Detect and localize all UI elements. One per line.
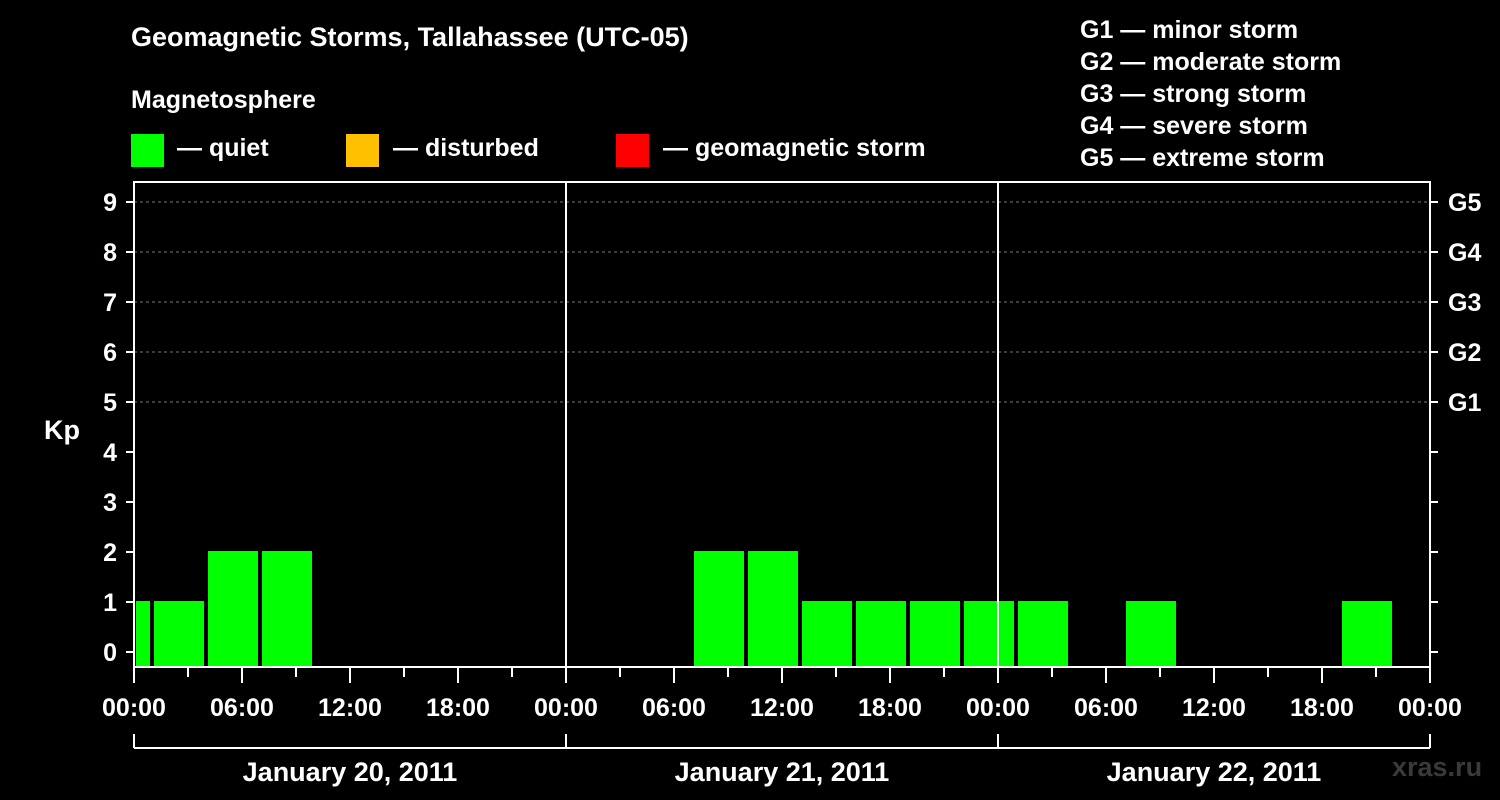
g-scale-item: G5 — extreme storm <box>1080 144 1325 172</box>
g-scale-legend: G1 — minor storm G2 — moderate storm G3 … <box>1080 14 1341 174</box>
x-tick-label: 00:00 <box>966 694 1030 722</box>
x-tick-label: 00:00 <box>1398 694 1462 722</box>
kp-bar <box>262 551 312 667</box>
legend-swatch-disturbed <box>346 134 379 167</box>
kp-bar <box>964 601 1014 667</box>
y-tick-label: 2 <box>103 539 117 567</box>
kp-bar <box>136 601 150 667</box>
y-tick-label: 9 <box>103 189 117 217</box>
g-level-label: G4 <box>1448 239 1481 267</box>
legend-heading: Magnetosphere <box>131 86 316 114</box>
kp-bar <box>802 601 852 667</box>
x-tick-label: 06:00 <box>210 694 274 722</box>
y-tick-label: 6 <box>103 339 117 367</box>
x-tick-label: 06:00 <box>1074 694 1138 722</box>
x-tick-label: 12:00 <box>1182 694 1246 722</box>
x-tick-label: 18:00 <box>426 694 490 722</box>
g-scale-item: G3 — strong storm <box>1080 80 1307 108</box>
g-level-label: G1 <box>1448 389 1481 417</box>
y-axis-label: Kp <box>44 415 80 445</box>
g-level-label: G3 <box>1448 289 1481 317</box>
x-tick-label: 18:00 <box>1290 694 1354 722</box>
y-tick-label: 3 <box>103 489 117 517</box>
x-tick-label: 12:00 <box>750 694 814 722</box>
kp-bar <box>748 551 798 667</box>
legend-label-storm: — geomagnetic storm <box>663 134 926 162</box>
kp-bar <box>694 551 744 667</box>
y-tick-label: 1 <box>103 589 117 617</box>
g-scale-item: G2 — moderate storm <box>1080 48 1342 76</box>
x-tick-label: 12:00 <box>318 694 382 722</box>
g-level-label: G5 <box>1448 189 1481 217</box>
bars <box>136 551 1392 667</box>
y-tick-label: 7 <box>103 289 117 317</box>
kp-bar <box>154 601 204 667</box>
y-tick-label: 8 <box>103 239 117 267</box>
kp-bar <box>1018 601 1068 667</box>
y-tick-label: 4 <box>103 439 117 467</box>
legend-label-quiet: — quiet <box>177 134 269 162</box>
kp-bar <box>910 601 960 667</box>
day-label: January 21, 2011 <box>675 757 890 787</box>
g-scale-item: G1 — minor storm <box>1080 16 1299 44</box>
day-label: January 22, 2011 <box>1107 757 1322 787</box>
grid-lines <box>134 201 1430 403</box>
x-tick-label: 00:00 <box>102 694 166 722</box>
kp-bar <box>208 551 258 667</box>
chart-title: Geomagnetic Storms, Tallahassee (UTC-05) <box>131 22 689 52</box>
day-label: January 20, 2011 <box>243 757 458 787</box>
g-level-label: G2 <box>1448 339 1481 367</box>
kp-bar <box>856 601 906 667</box>
axes: 0 1 2 3 4 5 6 7 8 9 G1 G2 G3 G4 G5 00:00 06:00 12:00 18:00… <box>102 181 1481 787</box>
kp-bar <box>1342 601 1392 667</box>
x-tick-label: 00:00 <box>534 694 598 722</box>
legend-swatch-quiet <box>131 134 164 167</box>
x-tick-label: 06:00 <box>642 694 706 722</box>
x-tick-label: 18:00 <box>858 694 922 722</box>
legend-swatch-storm <box>616 134 649 167</box>
legend-label-disturbed: — disturbed <box>393 134 539 162</box>
g-scale-item: G4 — severe storm <box>1080 112 1308 140</box>
watermark: xras.ru <box>1392 752 1483 782</box>
kp-bar <box>1126 601 1176 667</box>
y-tick-label: 5 <box>103 389 117 417</box>
y-tick-label: 0 <box>103 639 117 667</box>
